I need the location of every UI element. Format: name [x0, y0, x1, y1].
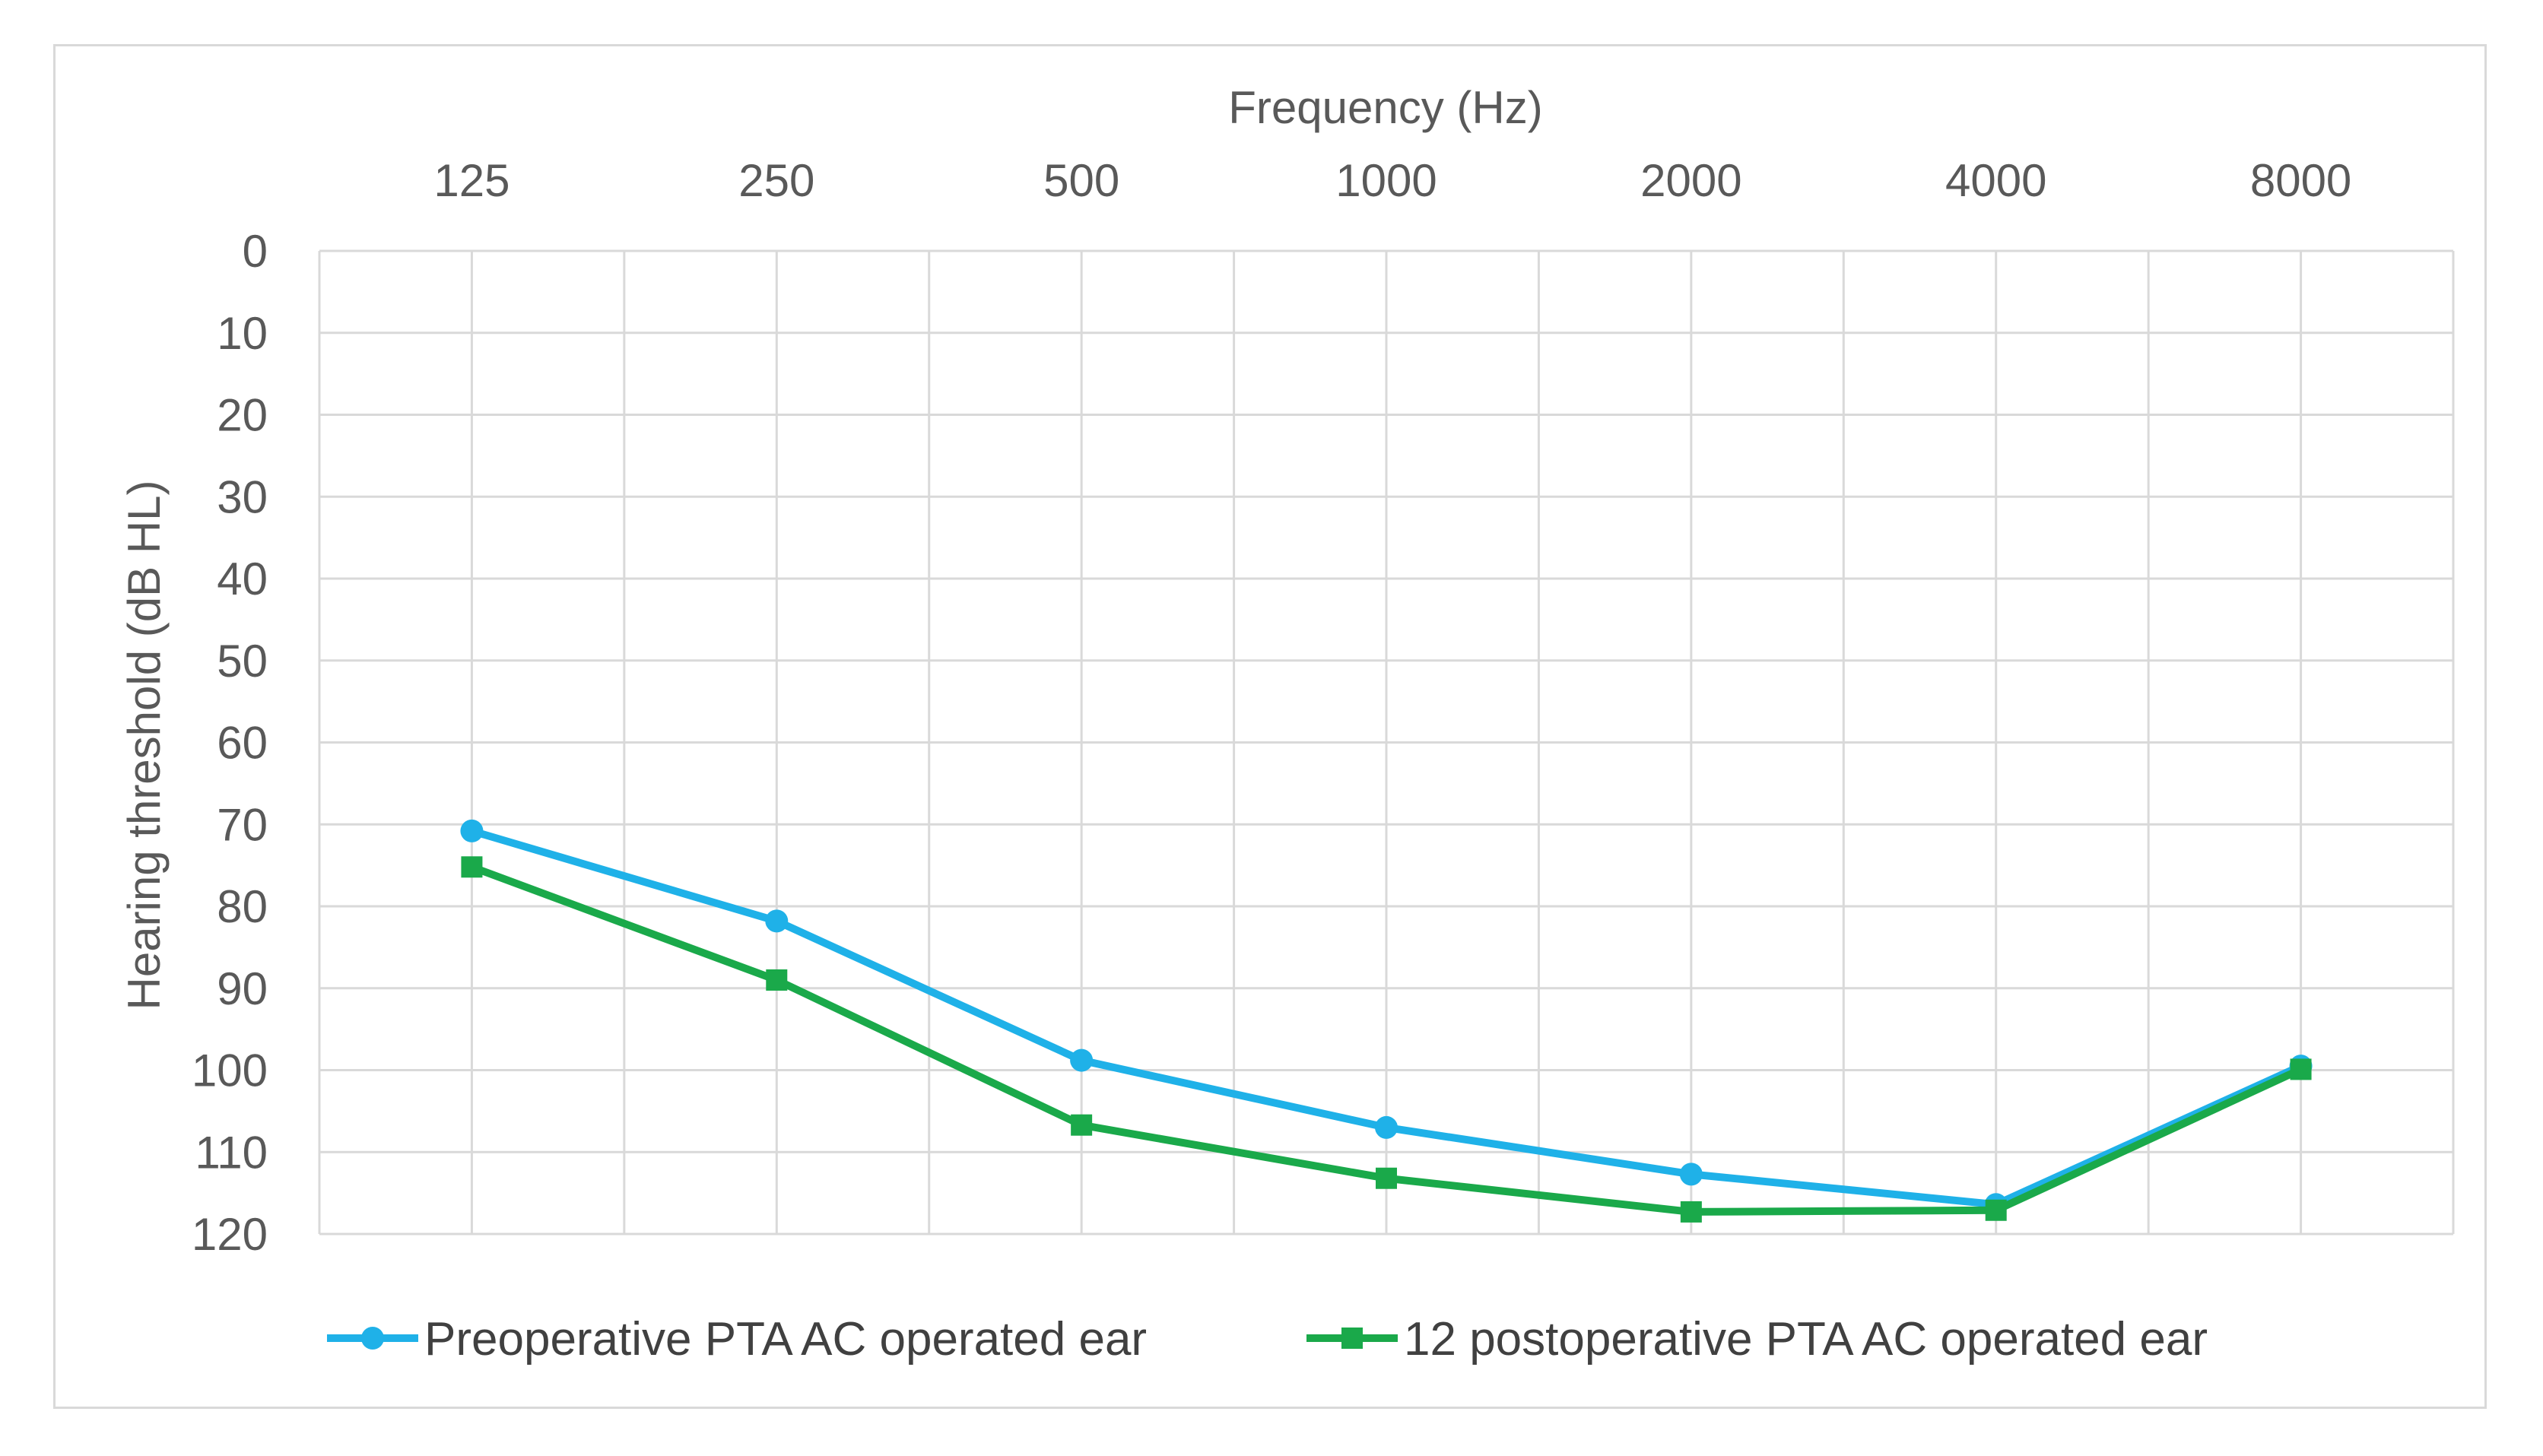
label-layer: Frequency (Hz) Hearing threshold (dB HL)… [119, 82, 2351, 1260]
chart-frame [53, 44, 2487, 1409]
x-tick-label: 125 [433, 155, 510, 206]
y-tick-label: 40 [217, 554, 268, 604]
series-2-point [766, 969, 788, 991]
series-2-point [1071, 1114, 1093, 1136]
series-2-point [1376, 1167, 1397, 1189]
x-tick-label: 1000 [1335, 155, 1437, 206]
y-tick-label: 120 [192, 1209, 268, 1260]
series-1-point [460, 819, 484, 842]
series-2-point [2290, 1058, 2312, 1080]
series-1-point [1070, 1048, 1094, 1072]
x-tick-label: 2000 [1640, 155, 1741, 206]
y-tick-label: 70 [217, 799, 268, 850]
y-tick-label: 110 [195, 1127, 268, 1178]
series-2-point [1985, 1199, 2007, 1221]
y-tick-label: 80 [217, 881, 268, 932]
y-tick-label: 0 [243, 226, 268, 277]
series-2-point [461, 856, 483, 878]
y-tick-label: 20 [217, 390, 268, 441]
y-tick-label: 100 [192, 1045, 268, 1096]
grid-layer [318, 249, 2455, 1236]
legend: Preoperative PTA AC operated ear 12 posto… [327, 1313, 2208, 1366]
series-2-point [1680, 1201, 1702, 1223]
x-tick-label: 8000 [2250, 155, 2351, 206]
x-tick-label: 500 [1043, 155, 1119, 206]
series-1-point [1375, 1115, 1398, 1139]
series-1-point [765, 909, 789, 933]
legend-label-2: 12 postoperative PTA AC operated ear [1404, 1313, 2208, 1366]
y-tick-label: 90 [217, 963, 268, 1014]
series-layer [460, 819, 2313, 1223]
legend-marker-2 [1341, 1328, 1363, 1349]
y-axis-title: Hearing threshold (dB HL) [119, 480, 170, 1010]
x-axis-title: Frequency (Hz) [1228, 82, 1542, 133]
y-tick-label: 30 [217, 471, 268, 522]
legend-label-1: Preoperative PTA AC operated ear [424, 1313, 1147, 1366]
y-tick-label: 60 [217, 718, 268, 769]
x-tick-label: 250 [738, 155, 814, 206]
x-tick-label: 4000 [1945, 155, 2046, 206]
y-tick-label: 10 [217, 308, 268, 359]
y-tick-label: 50 [217, 636, 268, 687]
legend-marker-1 [361, 1327, 384, 1350]
series-1-point [1679, 1163, 1703, 1186]
